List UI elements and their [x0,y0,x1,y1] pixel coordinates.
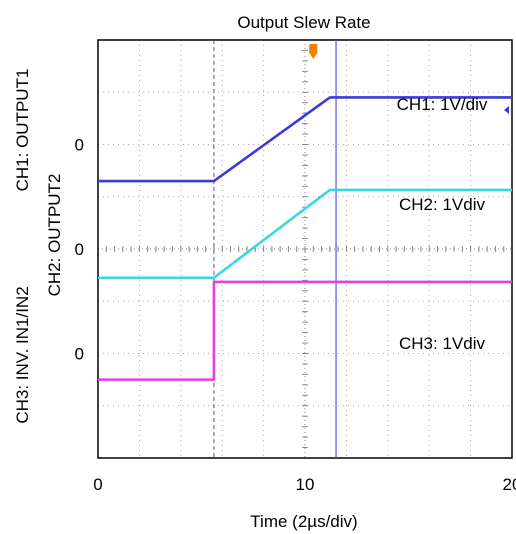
x-tick-label: 20 [503,475,516,494]
annotation-ch3: CH3: 1Vdiv [399,334,485,353]
chart-title: Output Slew Rate [237,13,370,32]
trace-ch3 [98,280,512,381]
plot-area: CH1: 1V/div CH2: 1Vdiv CH3: 1Vdiv 0 0 0 0 10 20 [75,39,516,494]
zero-label-ch3: 0 [75,345,84,364]
annotation-ch2: CH2: 1Vdiv [399,195,485,214]
channel-marker-icon [504,106,509,114]
zero-label-ch1: 0 [75,136,84,155]
y-axis-label-ch2: CH2: OUTPUT2 [45,174,64,297]
x-tick-label: 10 [296,475,315,494]
x-tick-label: 0 [93,475,102,494]
x-axis-label: Time (2µs/div) [250,512,357,531]
trigger-marker-icon [309,44,318,59]
y-axis-label-ch1: CH1: OUTPUT1 [13,69,32,192]
y-axis-label-ch3: CH3: INV. IN1/IN2 [13,286,32,423]
trace-ch1 [98,96,512,183]
zero-label-ch2: 0 [75,240,84,259]
trace-ch2 [98,188,512,280]
annotation-ch1: CH1: 1V/div [397,95,488,114]
plot-frame [97,39,513,459]
